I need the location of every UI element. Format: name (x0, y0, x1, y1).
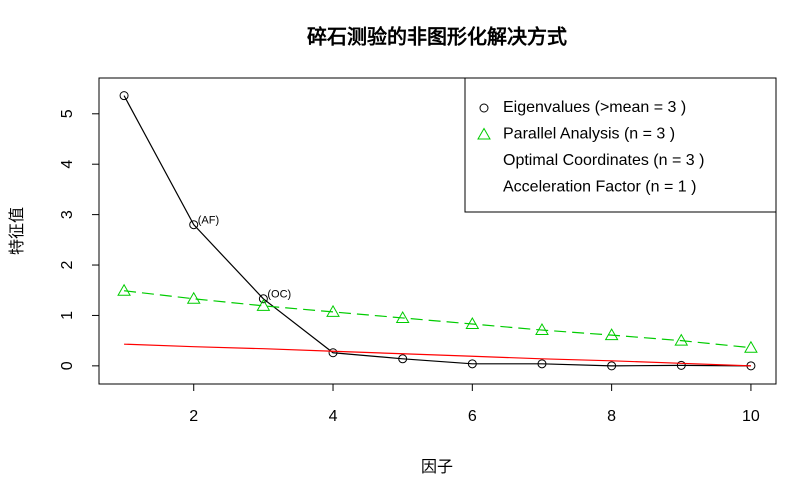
data-point (676, 360, 686, 370)
y-tick-label: 0 (59, 361, 76, 370)
x-tick-label: 8 (607, 408, 616, 425)
chart-title: 碎石测验的非图形化解决方式 (307, 24, 567, 48)
legend-label: Optimal Coordinates (n = 3 ) (503, 152, 704, 169)
x-tick-label: 10 (742, 408, 760, 425)
data-point (465, 317, 480, 330)
data-point (604, 328, 619, 341)
data-point (398, 354, 408, 364)
series-line (123, 95, 751, 367)
y-axis-label: 特征值 (8, 207, 26, 255)
legend-symbol (477, 127, 491, 140)
data-point (395, 310, 410, 323)
y-tick-label: 5 (59, 109, 76, 118)
annotation: (AF) (198, 215, 219, 227)
legend-label: Eigenvalues (>mean = 3 ) (503, 99, 686, 116)
legend-box (464, 77, 777, 213)
y-tick-label: 1 (59, 311, 76, 320)
series-line (124, 343, 751, 367)
data-point (467, 359, 477, 369)
data-point (744, 340, 758, 353)
x-tick-label: 2 (189, 408, 198, 425)
y-tick-label: 3 (59, 210, 76, 219)
data-point (535, 323, 549, 336)
data-point (189, 220, 199, 230)
data-point (256, 298, 271, 311)
x-tick-label: 4 (329, 408, 338, 425)
legend-label: Parallel Analysis (n = 3 ) (503, 126, 675, 143)
data-point (117, 283, 131, 296)
data-point (119, 91, 129, 101)
data-point (607, 361, 617, 371)
data-point (674, 333, 689, 346)
x-axis-label: 因子 (421, 458, 453, 476)
data-point (258, 294, 268, 304)
x-tick-label: 6 (468, 408, 477, 425)
annotation: (OC) (267, 289, 291, 301)
y-tick-label: 2 (59, 260, 76, 269)
legend-label: Acceleration Factor (n = 1 ) (503, 179, 696, 196)
series-line (124, 290, 751, 349)
data-point (328, 348, 338, 358)
legend-symbol (479, 103, 489, 113)
data-point (186, 291, 201, 304)
y-tick-label: 4 (59, 160, 76, 169)
data-point (537, 359, 547, 369)
data-point (326, 304, 340, 317)
